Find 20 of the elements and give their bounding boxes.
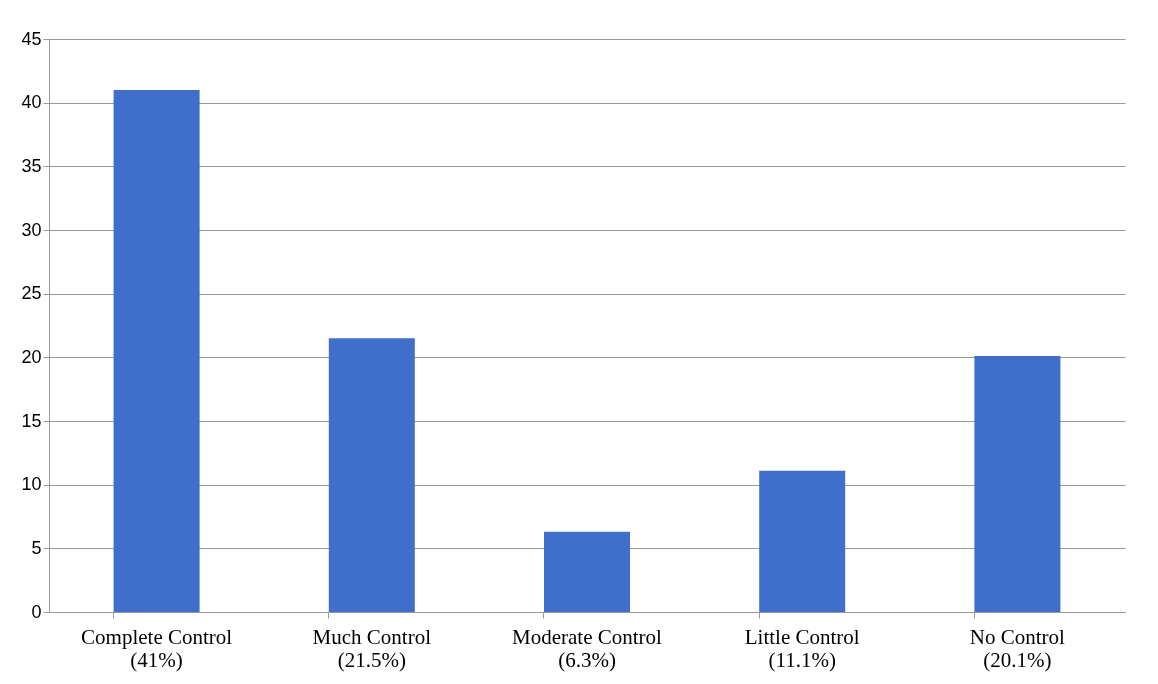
y-tick-label: 45 [21,28,42,49]
y-tick-label: 20 [21,346,42,367]
x-tick-label: Much Control (21.5%) [312,624,432,672]
y-tick-label: 40 [21,92,42,113]
x-tick-label: Little Control (11.1%) [744,624,860,672]
y-tick-label: 10 [21,474,42,495]
bar [113,89,200,612]
bar [759,470,846,612]
y-tick-label: 5 [31,537,42,558]
y-tick-label: 35 [21,155,42,176]
x-tick-label: Complete Control (41%) [81,624,233,672]
y-tick-label: 0 [31,601,42,622]
bar [974,356,1061,612]
y-tick-label: 25 [21,283,42,304]
y-tick-label: 15 [21,410,42,431]
bar [544,531,630,612]
x-tick-label: No Control (20.1%) [969,624,1066,672]
y-tick-label: 30 [21,219,42,240]
x-tick-label: Moderate Control (6.3%) [512,624,663,672]
bar [328,338,415,612]
